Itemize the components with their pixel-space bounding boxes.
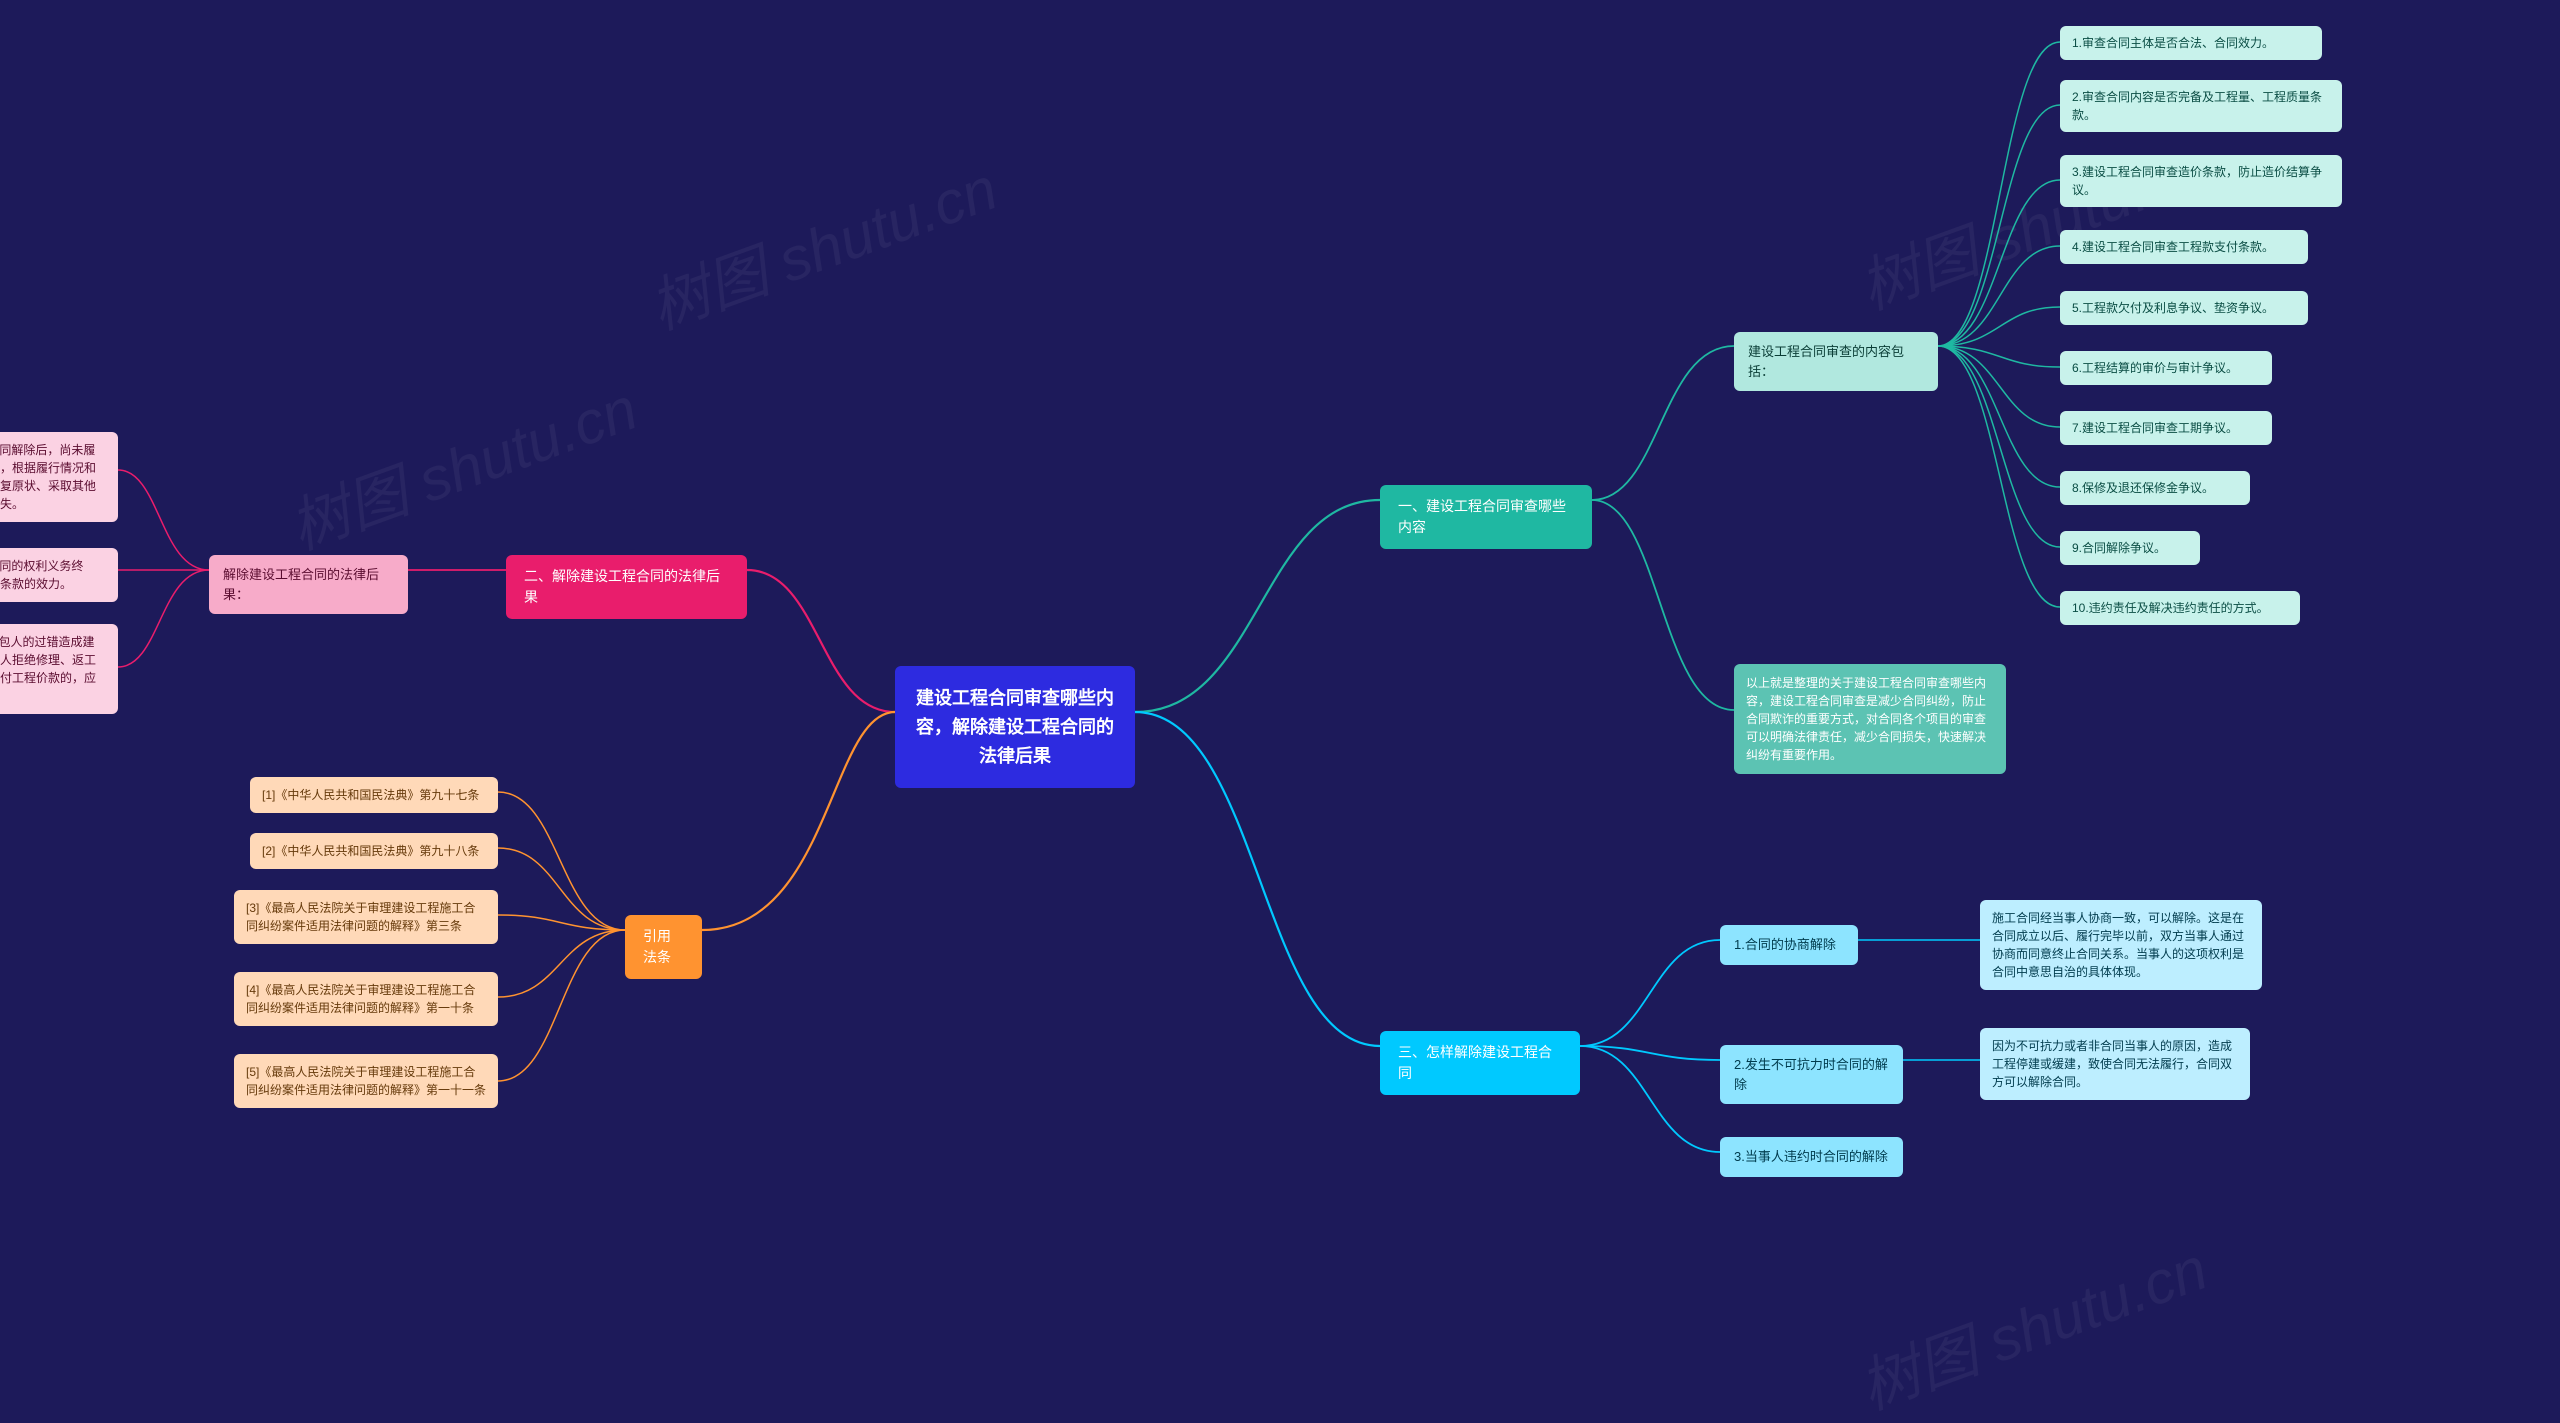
mindmap-branch-l2[interactable]: 引用法条 <box>625 915 702 979</box>
mindmap-node-r2-1[interactable]: 1.合同的协商解除 <box>1720 925 1858 965</box>
mindmap-leaf-l2-4[interactable]: [4]《最高人民法院关于审理建设工程施工合同纠纷案件适用法律问题的解释》第一十条 <box>234 972 498 1026</box>
mindmap-leaf-r2-1[interactable]: 施工合同经当事人协商一致，可以解除。这是在合同成立以后、履行完毕以前，双方当事人… <box>1980 900 2262 990</box>
mindmap-leaf-l2-5[interactable]: [5]《最高人民法院关于审理建设工程施工合同纠纷案件适用法律问题的解释》第一十一… <box>234 1054 498 1108</box>
mindmap-leaf-r2-2[interactable]: 因为不可抗力或者非合同当事人的原因，造成工程停建或缓建，致使合同无法履行，合同双… <box>1980 1028 2250 1100</box>
mindmap-leaf-l1-3[interactable]: 3.司法解释第11条的规定因承包人的过错造成建设工程质量不符合约定，承包人拒绝修… <box>0 624 118 714</box>
mindmap-node-r1-b[interactable]: 以上就是整理的关于建设工程合同审查哪些内容，建设工程合同审查是减少合同纠纷，防止… <box>1734 664 2006 774</box>
mindmap-branch-l1[interactable]: 二、解除建设工程合同的法律后果 <box>506 555 747 619</box>
watermark: 树图 shutu.cn <box>1846 1220 2217 1423</box>
watermark: 树图 shutu.cn <box>276 360 647 566</box>
mindmap-leaf-l2-1[interactable]: [1]《中华人民共和国民法典》第九十七条 <box>250 777 498 813</box>
mindmap-connectors <box>0 0 2560 1423</box>
mindmap-leaf-r1-6[interactable]: 6.工程结算的审价与审计争议。 <box>2060 351 2272 385</box>
mindmap-node-l1-sub[interactable]: 解除建设工程合同的法律后果： <box>209 555 408 614</box>
mindmap-leaf-r1-10[interactable]: 10.违约责任及解决违约责任的方式。 <box>2060 591 2300 625</box>
mindmap-node-r2-2[interactable]: 2.发生不可抗力时合同的解除 <box>1720 1045 1903 1104</box>
mindmap-leaf-r1-9[interactable]: 9.合同解除争议。 <box>2060 531 2200 565</box>
mindmap-leaf-r1-4[interactable]: 4.建设工程合同审查工程款支付条款。 <box>2060 230 2308 264</box>
mindmap-node-r1-a[interactable]: 建设工程合同审查的内容包括： <box>1734 332 1938 391</box>
mindmap-leaf-r1-8[interactable]: 8.保修及退还保修金争议。 <box>2060 471 2250 505</box>
mindmap-leaf-r1-3[interactable]: 3.建设工程合同审查造价条款，防止造价结算争议。 <box>2060 155 2342 207</box>
watermark: 树图 shutu.cn <box>636 140 1007 346</box>
mindmap-branch-r1[interactable]: 一、建设工程合同审查哪些内容 <box>1380 485 1592 549</box>
mindmap-leaf-l2-2[interactable]: [2]《中华人民共和国民法典》第九十八条 <box>250 833 498 869</box>
mindmap-leaf-l1-1[interactable]: 1.《民法典》第97条规定：合同解除后，尚未履行的，终止履行；已经履行的，根据履… <box>0 432 118 522</box>
mindmap-leaf-r1-2[interactable]: 2.审查合同内容是否完备及工程量、工程质量条款。 <box>2060 80 2342 132</box>
mindmap-node-r2-3[interactable]: 3.当事人违约时合同的解除 <box>1720 1137 1903 1177</box>
mindmap-leaf-r1-1[interactable]: 1.审查合同主体是否合法、合同效力。 <box>2060 26 2322 60</box>
mindmap-leaf-r1-7[interactable]: 7.建设工程合同审查工期争议。 <box>2060 411 2272 445</box>
mindmap-center-node[interactable]: 建设工程合同审查哪些内容，解除建设工程合同的法律后果 <box>895 666 1135 788</box>
mindmap-branch-r2[interactable]: 三、怎样解除建设工程合同 <box>1380 1031 1580 1095</box>
mindmap-leaf-l2-3[interactable]: [3]《最高人民法院关于审理建设工程施工合同纠纷案件适用法律问题的解释》第三条 <box>234 890 498 944</box>
mindmap-leaf-l1-2[interactable]: 2.《民法典》第98条规定：合同的权利义务终止，不影响合同中结算和清理条款的效力… <box>0 548 118 602</box>
mindmap-leaf-r1-5[interactable]: 5.工程款欠付及利息争议、垫资争议。 <box>2060 291 2308 325</box>
